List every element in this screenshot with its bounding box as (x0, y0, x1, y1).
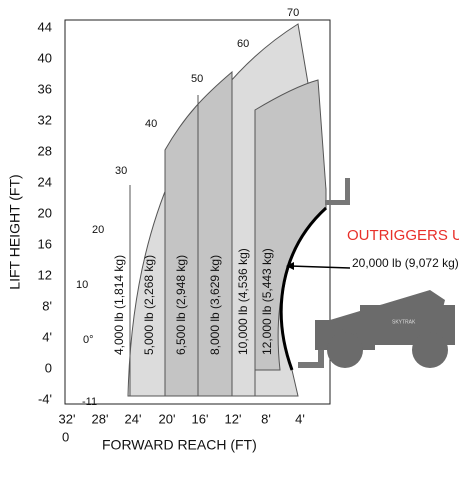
x-tick-sub: 0 (62, 429, 69, 444)
x-tick-label: 24' (125, 411, 142, 426)
y-tick-label: 20 (38, 205, 52, 220)
y-tick-label: 24 (38, 174, 52, 189)
angle-label: 40 (145, 118, 157, 130)
x-tick-label: 12' (225, 411, 242, 426)
capacity-label: 20,000 lb (9,072 kg) (352, 256, 459, 270)
outriggers-label: OUTRIGGERS UP (347, 227, 459, 244)
y-tick-label: 40 (38, 50, 52, 65)
zone-label: 10,000 lb (4,536 kg) (236, 248, 250, 355)
y-tick-label: 4' (42, 329, 52, 344)
y-tick-label: 28 (38, 143, 52, 158)
x-axis-title: FORWARD REACH (FT) (102, 437, 257, 453)
x-tick-label: 20' (159, 411, 176, 426)
zone-label: 4,000 lb (1,814 kg) (112, 255, 126, 355)
y-tick-label: 0 (45, 360, 52, 375)
y-tick-label: 8' (42, 298, 52, 313)
angle-label: -11 (82, 396, 97, 408)
angle-label: 60 (237, 38, 249, 50)
zone-label: 5,000 lb (2,268 kg) (142, 255, 156, 355)
logo: SKYTRAK (392, 319, 416, 325)
angle-label: 70 (287, 7, 299, 19)
angle-label: 20 (92, 224, 104, 236)
y-tick-label: 12 (38, 267, 52, 282)
x-tick-label: 8' (261, 411, 271, 426)
load-chart: SKYTRAK 44 40 36 32 28 24 20 16 12 8' 4' 0 -4' 32' 28'… (0, 0, 459, 479)
zone-label: 6,500 lb (2,948 kg) (174, 255, 188, 355)
x-tick-label: 32' (59, 411, 76, 426)
zone-label: 12,000 lb (5,443 kg) (260, 248, 274, 355)
y-tick-label: 44 (38, 19, 52, 34)
angle-label: 10 (76, 279, 88, 291)
y-tick-label: 16 (38, 236, 52, 251)
angle-label: 50 (191, 73, 203, 85)
angle-label: 0° (83, 334, 94, 346)
x-tick-label: 4' (295, 411, 305, 426)
zone-label: 8,000 lb (3,629 kg) (208, 255, 222, 355)
x-tick-label: 16' (192, 411, 209, 426)
y-tick-label: -4' (38, 391, 52, 406)
y-axis-title: LIFT HEIGHT (FT) (7, 174, 23, 289)
angle-label: 30 (115, 165, 127, 177)
y-tick-label: 32 (38, 112, 52, 127)
y-tick-label: 36 (38, 81, 52, 96)
x-tick-label: 28' (92, 411, 109, 426)
telehandler (315, 290, 455, 368)
